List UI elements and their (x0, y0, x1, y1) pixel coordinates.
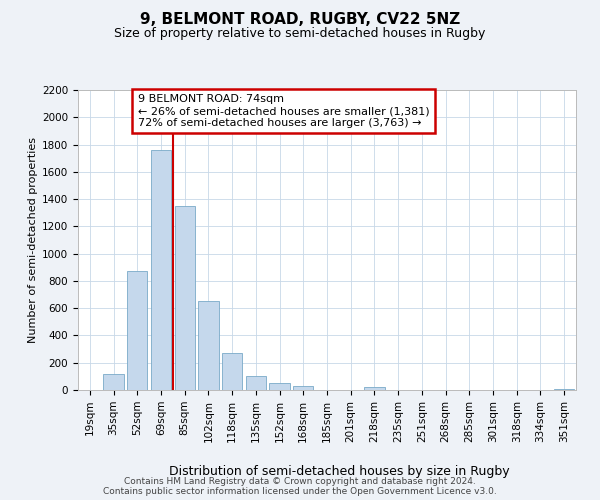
Bar (293, 386, 313, 390)
Bar (222, 353, 242, 390)
Bar (199, 302, 218, 390)
Bar (246, 376, 266, 390)
Bar (364, 388, 385, 390)
Bar (175, 206, 195, 390)
Text: 9 BELMONT ROAD: 74sqm
← 26% of semi-detached houses are smaller (1,381)
72% of s: 9 BELMONT ROAD: 74sqm ← 26% of semi-deta… (138, 94, 430, 128)
Text: Size of property relative to semi-detached houses in Rugby: Size of property relative to semi-detach… (115, 28, 485, 40)
Text: Distribution of semi-detached houses by size in Rugby: Distribution of semi-detached houses by … (169, 464, 509, 477)
Bar (151, 150, 171, 390)
Text: 9, BELMONT ROAD, RUGBY, CV22 5NZ: 9, BELMONT ROAD, RUGBY, CV22 5NZ (140, 12, 460, 28)
Bar (269, 383, 290, 390)
Bar (103, 374, 124, 390)
Text: Contains HM Land Registry data © Crown copyright and database right 2024.
Contai: Contains HM Land Registry data © Crown c… (103, 476, 497, 496)
Y-axis label: Number of semi-detached properties: Number of semi-detached properties (28, 137, 38, 343)
Bar (127, 272, 148, 390)
Bar (554, 388, 574, 390)
